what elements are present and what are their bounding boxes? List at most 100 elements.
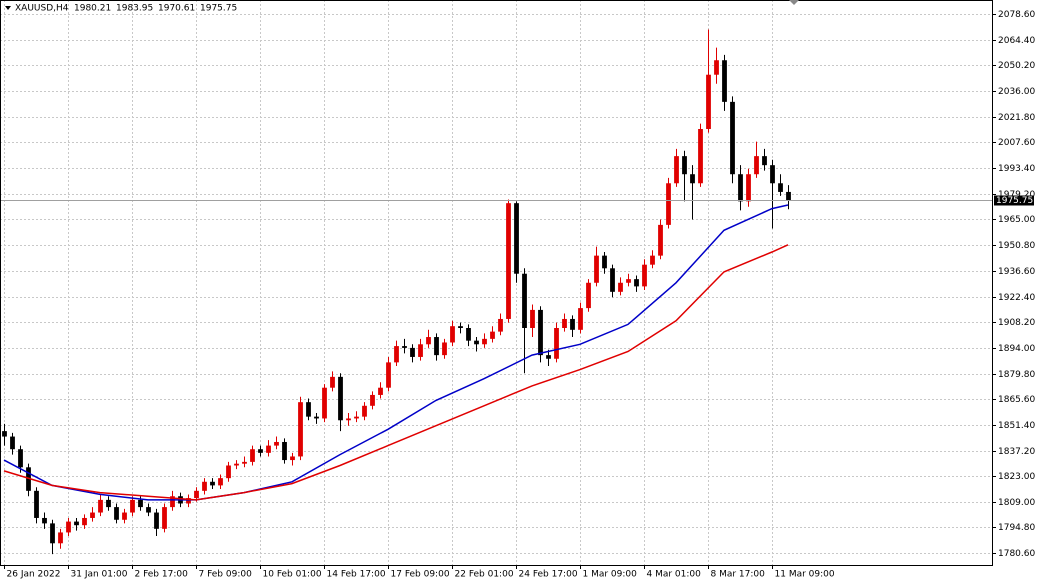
candle-body [2, 431, 7, 437]
candle-body [354, 416, 359, 419]
candle-body [98, 499, 103, 513]
y-tick-label: 1879.80 [998, 370, 1035, 380]
candle-body [210, 481, 215, 486]
candle-body [298, 402, 303, 457]
x-tick-label: 14 Feb 17:00 [327, 570, 386, 580]
candle-body [730, 101, 735, 175]
candle-body [362, 405, 367, 417]
ohlc-close: 1975.75 [200, 4, 237, 14]
candle-body [570, 318, 575, 330]
y-tick-label: 1823.00 [998, 472, 1035, 482]
plot [0, 29, 992, 555]
candle-body [562, 318, 567, 329]
symbol: XAUUSD,H4 [15, 4, 69, 14]
candle-body [674, 156, 679, 184]
x-tick-label: 4 Mar 01:00 [647, 570, 702, 580]
candle-body [282, 441, 287, 461]
price-label: 1975.75 [996, 196, 1033, 206]
candle-body [578, 308, 583, 330]
candle-body [34, 490, 39, 518]
candle-body [314, 416, 319, 419]
candle-body [130, 499, 135, 513]
candle-body [370, 394, 375, 406]
y-tick-label: 2050.20 [998, 61, 1035, 71]
candle-body [770, 165, 775, 184]
candle-body [90, 512, 95, 518]
candle-body [402, 346, 407, 348]
candle-body [418, 344, 423, 357]
candle-body [626, 279, 631, 283]
candle-body [122, 512, 127, 520]
candle-body [642, 264, 647, 287]
candle-body [698, 128, 703, 184]
x-tick-label: 8 Mar 17:00 [711, 570, 766, 580]
candle-body [554, 328, 559, 359]
ohlc-open: 1980.21 [74, 4, 111, 14]
candle-body [762, 156, 767, 166]
candle-body [754, 156, 759, 175]
candle-body [682, 156, 687, 175]
x-tick-label: 7 Feb 09:00 [199, 570, 253, 580]
candle-body [82, 517, 87, 526]
candle-body [114, 507, 119, 520]
candle-body [234, 463, 239, 466]
y-tick-label: 2064.40 [998, 36, 1035, 46]
candle-body [650, 255, 655, 265]
moving-average [3, 204, 789, 501]
candle-body [482, 338, 487, 345]
y-tick-label: 1865.60 [998, 395, 1035, 405]
candle-body [722, 60, 727, 102]
x-tick-label: 31 Jan 01:00 [71, 570, 128, 580]
candle-body [378, 387, 383, 395]
candle-body [514, 203, 519, 274]
y-tick-label: 1794.80 [998, 523, 1035, 533]
x-tick-label: 22 Feb 01:00 [455, 570, 514, 580]
candle-body [202, 481, 207, 491]
candle-body [66, 521, 71, 533]
candle-body [634, 279, 639, 287]
x-tick-label: 2 Feb 17:00 [135, 570, 189, 580]
moving-average [3, 244, 789, 501]
y-tick-label: 2021.80 [998, 113, 1035, 123]
ohlc-high: 1983.95 [116, 4, 153, 14]
candle-body [738, 174, 743, 202]
y-tick-label: 1965.00 [998, 215, 1035, 225]
candle-body [42, 517, 47, 524]
candle-body [10, 436, 15, 450]
candle-body [490, 331, 495, 339]
candle-body [434, 337, 439, 356]
candle-body [474, 340, 479, 345]
candle-body [546, 355, 551, 359]
candle-body [690, 174, 695, 184]
candle-body [258, 449, 263, 453]
candle-body [410, 347, 415, 357]
candle-body [58, 532, 63, 544]
candle-body [706, 74, 711, 129]
candle-body [322, 387, 327, 419]
candle-body [290, 456, 295, 461]
y-tick-label: 1809.00 [998, 498, 1035, 508]
candle-body [610, 268, 615, 292]
candle-body [194, 490, 199, 499]
y-tick-label: 1936.60 [998, 267, 1035, 277]
candle-body [778, 183, 783, 192]
candle-body [466, 328, 471, 341]
candle-body [154, 512, 159, 529]
y-tick-label: 1922.40 [998, 293, 1035, 303]
y-tick-label: 1894.00 [998, 344, 1035, 354]
x-tick-label: 10 Feb 01:00 [263, 570, 322, 580]
y-tick-label: 2036.00 [998, 87, 1035, 97]
candle-body [106, 499, 111, 508]
y-tick-label: 1979.20 [998, 190, 1035, 200]
candle-body [658, 224, 663, 256]
y-tick-label: 1837.20 [998, 447, 1035, 457]
y-tick-label: 1950.80 [998, 241, 1035, 251]
candle-body [458, 326, 463, 329]
candle-body [242, 461, 247, 464]
y-tick-label: 1780.60 [998, 549, 1035, 559]
candle-body [18, 449, 23, 468]
x-tick-label: 24 Feb 17:00 [519, 570, 578, 580]
y-tick-label: 2007.60 [998, 138, 1035, 148]
candle-body [50, 523, 55, 544]
candle-body [586, 282, 591, 309]
